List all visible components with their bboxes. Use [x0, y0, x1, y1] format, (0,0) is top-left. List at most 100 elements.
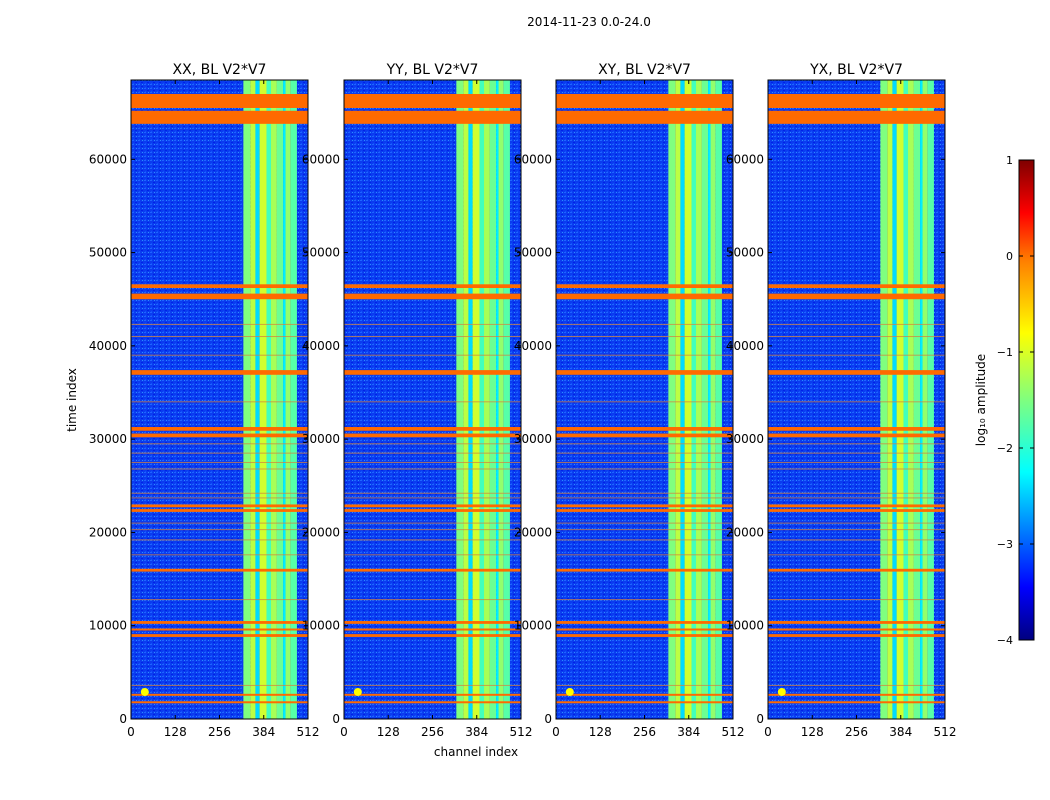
flagged-band-10: [768, 621, 945, 624]
rfi-column-4: [903, 80, 909, 719]
y-tick-label: 60000: [302, 152, 340, 166]
rfi-column-3: [896, 80, 904, 719]
faint-flag-line-2: [131, 354, 308, 356]
flagged-band-10: [344, 621, 521, 624]
flagged-band-12: [131, 634, 308, 637]
colorbar-label: log₁₀ amplitude: [974, 354, 988, 446]
faint-flag-line-11: [344, 529, 521, 531]
flagged-band-8: [556, 504, 733, 508]
faint-flag-line-8: [768, 492, 945, 494]
flagged-band-3: [556, 284, 733, 289]
flagged-band-4: [768, 370, 945, 375]
panel-title: YY, BL V2*V7: [386, 62, 479, 78]
x-tick-label: 128: [589, 725, 612, 739]
rfi-column-3: [472, 80, 480, 719]
faint-flag-line-2: [344, 354, 521, 356]
rfi-column-0: [668, 80, 676, 719]
flagged-band-2: [344, 293, 521, 300]
x-tick-label: 256: [845, 725, 868, 739]
faint-flag-line-1: [344, 336, 521, 338]
rfi-column-0: [880, 80, 888, 719]
faint-flag-line-1: [131, 336, 308, 338]
x-tick-label: 0: [340, 725, 348, 739]
flagged-band-13: [344, 693, 521, 696]
flagged-band-8: [344, 504, 521, 508]
faint-flag-line-7: [556, 468, 733, 470]
rfi-column-9: [715, 80, 722, 719]
flagged-band-10: [556, 621, 733, 624]
x-tick-label: 0: [127, 725, 135, 739]
heatmap-panel-yx: YX, BL V2*V7 0 128 256 384 512 0 10000 20000 3000…: [726, 62, 957, 739]
x-tick-label: 384: [889, 725, 912, 739]
y-tick-label: 10000: [726, 619, 764, 633]
y-tick-label: 40000: [514, 339, 552, 353]
faint-flag-line-10: [344, 522, 521, 524]
x-tick-label: 0: [552, 725, 560, 739]
rfi-column-1: [463, 80, 469, 719]
x-tick-label: 128: [801, 725, 824, 739]
flagged-band-5: [556, 433, 733, 438]
flagged-band-10: [131, 621, 308, 624]
rfi-column-3: [684, 80, 692, 719]
rfi-column-7: [920, 80, 923, 719]
rfi-column-5: [271, 80, 277, 719]
faint-flag-line-8: [131, 492, 308, 494]
faint-flag-line-6: [344, 461, 521, 463]
faint-flag-line-11: [556, 529, 733, 531]
faint-flag-line-5: [344, 452, 521, 454]
y-tick-label: 10000: [89, 619, 127, 633]
rfi-column-6: [913, 80, 921, 719]
flagged-band-6: [556, 427, 733, 431]
faint-flag-line-13: [556, 554, 733, 556]
y-tick-label: 50000: [514, 246, 552, 260]
rfi-column-7: [708, 80, 711, 719]
rfi-column-9: [927, 80, 934, 719]
faint-flag-line-3: [131, 401, 308, 403]
y-tick-label: 50000: [89, 246, 127, 260]
faint-flag-line-13: [131, 554, 308, 556]
faint-flag-line-5: [131, 452, 308, 454]
faint-flag-line-0: [131, 323, 308, 325]
flagged-band-9: [131, 568, 308, 572]
flagged-band-1: [768, 93, 945, 108]
y-tick-label: 30000: [726, 432, 764, 446]
faint-flag-line-4: [556, 443, 733, 445]
faint-flag-line-9: [131, 497, 308, 499]
rfi-column-9: [503, 80, 510, 719]
flagged-band-11: [131, 628, 308, 631]
faint-flag-line-6: [131, 461, 308, 463]
flagged-band-8: [131, 504, 308, 508]
flagged-band-5: [131, 433, 308, 438]
rfi-column-5: [484, 80, 490, 719]
y-tick-label: 50000: [726, 246, 764, 260]
x-tick-label: 384: [465, 725, 488, 739]
y-tick-label: 0: [544, 712, 552, 726]
rfi-column-6: [276, 80, 284, 719]
rfi-column-5: [908, 80, 914, 719]
flagged-band-6: [344, 427, 521, 431]
rfi-column-8: [922, 80, 928, 719]
rfi-column-1: [675, 80, 681, 719]
y-tick-label: 60000: [89, 152, 127, 166]
faint-flag-line-4: [344, 443, 521, 445]
flagged-band-6: [131, 427, 308, 431]
figure-title: 2014-11-23 0.0-24.0: [527, 15, 651, 29]
flagged-band-11: [768, 628, 945, 631]
rfi-column-5: [696, 80, 702, 719]
rfi-column-3: [259, 80, 267, 719]
faint-flag-line-12: [768, 539, 945, 541]
faint-flag-line-9: [556, 497, 733, 499]
rfi-column-0: [456, 80, 464, 719]
faint-flag-line-12: [344, 539, 521, 541]
x-tick-label: 256: [208, 725, 231, 739]
flagged-band-2: [768, 293, 945, 300]
flagged-band-2: [556, 293, 733, 300]
flagged-band-1: [344, 93, 521, 108]
faint-flag-line-13: [768, 554, 945, 556]
flagged-band-14: [768, 701, 945, 704]
rfi-column-7: [496, 80, 499, 719]
faint-flag-line-0: [556, 323, 733, 325]
faint-flag-line-9: [344, 497, 521, 499]
flagged-band-7: [344, 509, 521, 512]
faint-flag-line-5: [768, 452, 945, 454]
